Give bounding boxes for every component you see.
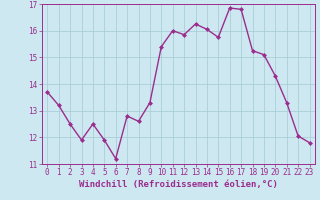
X-axis label: Windchill (Refroidissement éolien,°C): Windchill (Refroidissement éolien,°C)	[79, 180, 278, 189]
